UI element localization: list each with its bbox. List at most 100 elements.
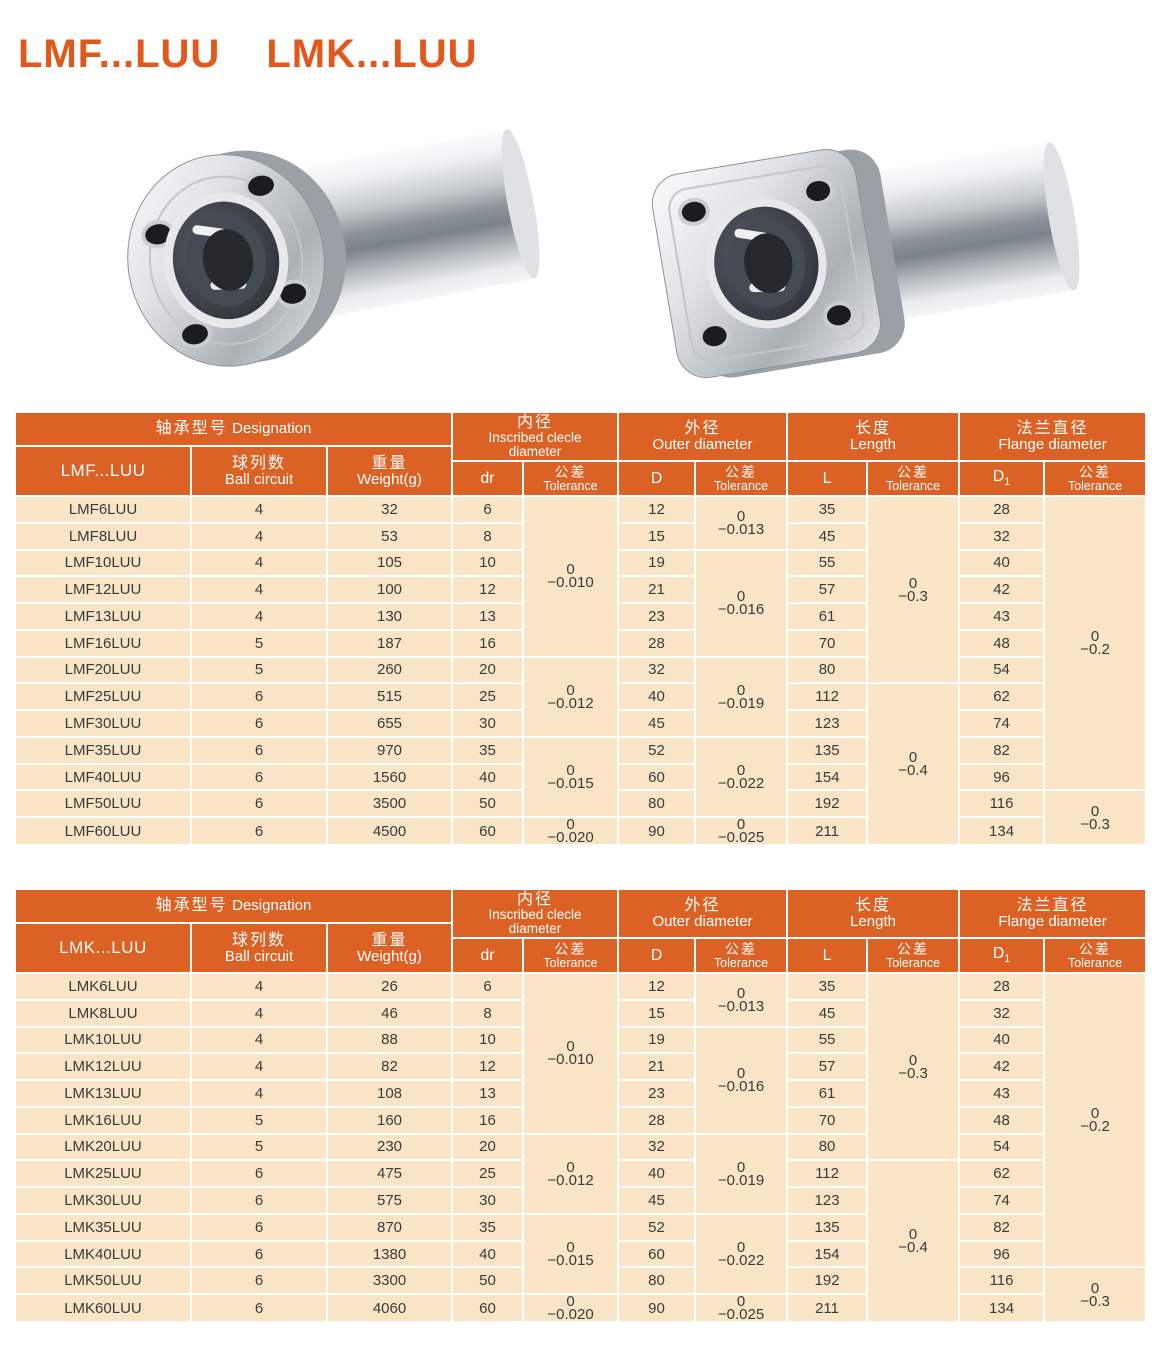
weight-label-en: Weight(g) — [357, 470, 422, 488]
cell-weight: 870 — [326, 1212, 453, 1242]
length-label-cn: 长度 — [855, 897, 892, 914]
bearing-body-square — [651, 142, 1080, 379]
cell-ball-circuit: 4 — [190, 998, 328, 1028]
cell-dr: 35 — [451, 1212, 524, 1242]
cell-weight: 3300 — [326, 1266, 453, 1296]
d1-header: D1 — [958, 937, 1046, 974]
inner-diameter-label-en2: diameter — [508, 921, 562, 936]
table-row: LMK10LUU 4 88 10 19 0 −0.016 55 40 — [14, 1025, 1146, 1135]
cell-dr-tolerance: 0 −0.015 — [521, 1212, 620, 1296]
flange-ring-line — [148, 175, 304, 346]
cell-d-tolerance: 0 −0.016 — [694, 1025, 789, 1135]
cell-weight: 1560 — [326, 762, 453, 792]
cell-weight: 105 — [326, 548, 453, 578]
cell-length: 80 — [786, 1132, 869, 1162]
weight-label-cn: 重量 — [371, 454, 408, 472]
inner-diameter-group-header: 内径 Inscribed clecle diameter — [450, 411, 620, 462]
spec-table-lmk: 轴承型号 Designation 内径 Inscribed clecle dia… — [14, 888, 1148, 1324]
designation-label-cn: 轴承型号 — [155, 420, 228, 437]
cell-ball-circuit: 5 — [190, 1105, 328, 1135]
cell-outer-diameter: 28 — [617, 1105, 697, 1135]
l-tolerance-header: 公差 Tolerance — [866, 460, 961, 497]
cell-outer-diameter: 19 — [617, 548, 697, 578]
cell-ball-circuit: 6 — [190, 709, 328, 738]
cell-dr: 10 — [451, 1025, 524, 1055]
cell-d-tolerance: 0 −0.025 — [694, 816, 789, 847]
cell-dr: 40 — [451, 762, 524, 792]
cell-flange-diameter: 54 — [958, 1132, 1046, 1162]
cell-ball-circuit: 6 — [190, 762, 328, 792]
cell-length: 112 — [786, 682, 869, 712]
cell-weight: 187 — [326, 628, 453, 658]
table-row: LMK16LUU 5 160 16 28 70 48 — [14, 1105, 1146, 1135]
cell-flange-diameter: 43 — [958, 1079, 1046, 1108]
spec-table-lmf-body: LMF6LUU 4 32 6 0 −0.010 12 0 −0.013 35 0 −0.3 28 0 −0.… — [14, 494, 1148, 847]
square-flange-bearing-image — [620, 132, 1100, 399]
cell-weight: 575 — [326, 1186, 453, 1215]
cell-flange-diameter: 48 — [958, 1105, 1046, 1135]
cell-model: LMF30LUU — [14, 709, 192, 738]
cell-ball-circuit: 6 — [190, 1159, 328, 1189]
cell-model: LMK13LUU — [14, 1079, 192, 1108]
cell-outer-diameter: 32 — [617, 655, 697, 685]
cell-ball-circuit: 5 — [190, 1132, 328, 1162]
cell-ball-circuit: 6 — [190, 789, 328, 819]
table-row: LMF6LUU 4 32 6 0 −0.010 12 0 −0.013 35 0 −0.3 28 0 −0.… — [14, 494, 1148, 792]
cell-flange-diameter: 62 — [958, 1159, 1046, 1189]
outer-diameter-label-en: Outer diameter — [652, 436, 753, 453]
cell-outer-diameter: 45 — [617, 1186, 697, 1215]
table-row: LMK50LUU 6 3300 50 80 192 116 0 −0.3 — [14, 1266, 1148, 1324]
cell-l-tolerance: 0 −0.4 — [866, 682, 961, 847]
cell-outer-diameter: 52 — [617, 735, 697, 765]
cell-weight: 130 — [326, 602, 453, 631]
ball-circuit-header: 球列数 Ball circuit — [190, 445, 328, 497]
length-group-header: 长度 Length — [786, 411, 961, 462]
table-row: LMF16LUU 5 187 16 28 70 48 — [14, 628, 1146, 658]
cell-flange-diameter: 82 — [958, 1212, 1046, 1242]
ball-circuit-label-cn: 球列数 — [231, 454, 286, 472]
outer-diameter-group-header: 外径 Outer diameter — [617, 411, 789, 462]
square-flange-bearing-illustration — [651, 142, 1080, 379]
cell-weight: 1380 — [326, 1239, 453, 1269]
cell-dr: 8 — [451, 998, 524, 1028]
cell-outer-diameter: 80 — [617, 1266, 697, 1296]
bolt-holes — [677, 176, 855, 351]
cell-ball-circuit: 4 — [190, 521, 328, 551]
cell-ball-circuit: 4 — [190, 548, 328, 578]
cell-length: 211 — [786, 1293, 869, 1324]
cell-ball-circuit: 4 — [190, 575, 328, 605]
cell-weight: 3500 — [326, 789, 453, 819]
inner-diameter-label-cn: 内径 — [517, 891, 554, 908]
cell-length: 80 — [786, 655, 869, 685]
cell-flange-diameter: 82 — [958, 735, 1046, 765]
round-flange-bearing-illustration — [127, 128, 540, 367]
cell-length: 70 — [786, 628, 869, 658]
flange-diameter-label-cn: 法兰直径 — [1016, 897, 1089, 914]
cell-weight: 32 — [326, 495, 453, 524]
cell-outer-diameter: 40 — [617, 682, 697, 712]
cell-dr: 50 — [451, 1266, 524, 1296]
designation-label-en: Designation — [232, 420, 312, 437]
cell-dr: 13 — [451, 602, 524, 631]
cell-model: LMF25LUU — [14, 682, 192, 712]
cell-length: 61 — [786, 602, 869, 631]
flange-diameter-label-en: Flange diameter — [998, 913, 1107, 930]
ball-circuit-label-en: Ball circuit — [224, 947, 294, 965]
cell-flange-diameter: 96 — [958, 1239, 1046, 1269]
cell-weight: 515 — [326, 682, 453, 712]
cell-dr: 16 — [451, 1105, 524, 1135]
cell-dr-tolerance: 0 −0.015 — [521, 735, 620, 819]
length-group-header: 长度 Length — [786, 888, 961, 939]
cell-dr: 12 — [451, 575, 524, 605]
cell-outer-diameter: 12 — [617, 972, 697, 1001]
cell-outer-diameter: 23 — [617, 602, 697, 631]
outer-diameter-label-en: Outer diameter — [652, 913, 753, 930]
cell-ball-circuit: 4 — [190, 1052, 328, 1082]
length-label-en: Length — [850, 913, 896, 930]
cell-l-tolerance: 0 −0.3 — [866, 494, 961, 685]
cell-d-tolerance: 0 −0.022 — [694, 1212, 789, 1296]
page-title: LMF...LUU LMK...LUU — [18, 32, 478, 77]
round-flange-bearing-image — [78, 120, 558, 397]
spec-table-lmf: 轴承型号 Designation 内径 Inscribed clecle dia… — [14, 411, 1148, 847]
cell-d1-tolerance: 0 −0.3 — [1043, 789, 1148, 847]
